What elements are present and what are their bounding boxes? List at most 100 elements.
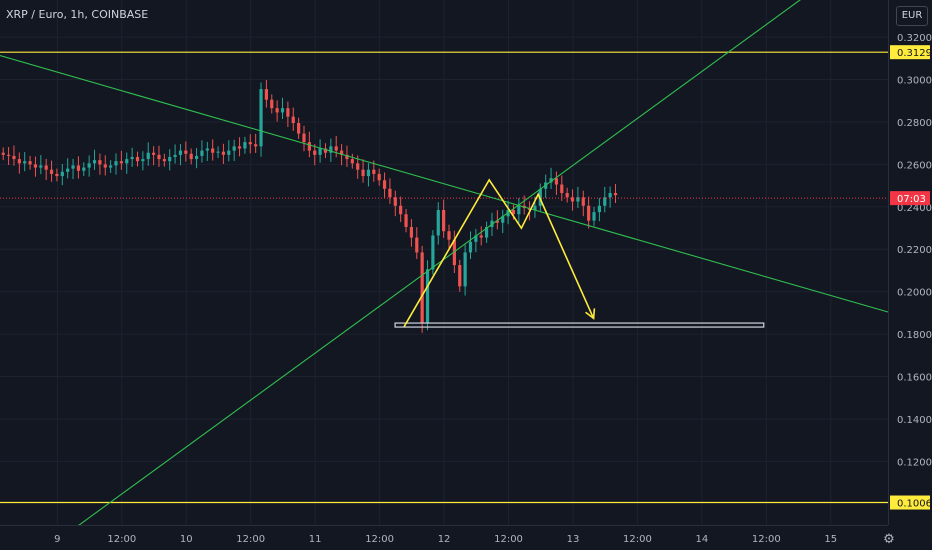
current-price-tag [890, 191, 930, 206]
candle-body [205, 148, 209, 151]
price-tick-label: 0.2600 [897, 160, 932, 171]
candle-body [66, 168, 70, 172]
candle-body [468, 241, 473, 253]
candle-body [334, 146, 338, 151]
price-tick-label: 0.2400 [897, 203, 932, 214]
trend-line[interactable] [0, 55, 889, 313]
candle-body [227, 150, 231, 155]
price-tick-label: 0.1600 [897, 373, 932, 384]
candle-body [194, 155, 199, 160]
price-axis-bg [888, 0, 932, 550]
candle-body [216, 151, 220, 153]
candle-body [49, 169, 54, 174]
candle-body [173, 154, 177, 157]
candle-body [237, 146, 242, 149]
candle-body [597, 205, 601, 213]
price-tick-label: 0.3000 [897, 76, 932, 87]
candle-body [404, 214, 408, 227]
candle-body [297, 123, 301, 134]
candle-body [463, 252, 467, 287]
candle-body [189, 153, 193, 160]
candle-body [286, 108, 290, 117]
candle-body [130, 156, 134, 160]
horizontal-levels[interactable] [0, 51, 888, 504]
candle-body [442, 210, 446, 232]
time-tick-label: 11 [309, 534, 322, 545]
candle-body [178, 150, 183, 155]
level-price-tag[interactable] [890, 45, 930, 60]
candle-body [6, 154, 11, 156]
candle-body [82, 167, 86, 171]
candle-body [356, 163, 360, 170]
candle-body [92, 160, 97, 164]
currency-unit-button[interactable]: EUR [896, 6, 928, 26]
candle-body [592, 212, 596, 221]
candle-body [270, 99, 274, 109]
candle-body [479, 235, 483, 238]
candle-body [307, 142, 311, 151]
gear-icon[interactable]: ⚙ [883, 532, 895, 547]
candle-body [55, 173, 59, 177]
candle-body [23, 161, 27, 164]
candle-body [33, 164, 38, 168]
candle-body [146, 152, 150, 160]
candle-body [613, 193, 618, 196]
projection-drawing[interactable] [394, 178, 765, 328]
candle-body [576, 197, 580, 202]
candle-body [447, 231, 451, 240]
candle-body [565, 193, 569, 198]
trend-lines[interactable] [0, 0, 889, 534]
candle-body [221, 151, 226, 155]
candle-body [39, 165, 43, 168]
candle-body [232, 146, 236, 151]
level-price-label: 0.1006 [897, 499, 932, 510]
candle-body [168, 156, 172, 162]
projection-path[interactable] [403, 178, 595, 328]
candle-body [409, 226, 414, 238]
candle-body [291, 116, 295, 124]
candle-body [275, 108, 279, 113]
candle-body [554, 178, 559, 185]
candle-body [581, 197, 585, 206]
candle-body [87, 163, 91, 168]
candle-body [141, 159, 145, 162]
time-axis[interactable]: 9 12:00 10 12:00 11 12:00 12 12:00 13 12:00 14 12:0… [0, 525, 888, 550]
candle-body [329, 146, 333, 153]
candle-body [570, 197, 575, 202]
candle-body [549, 178, 553, 183]
candle-body [415, 237, 419, 253]
candle-body [436, 210, 440, 236]
price-axis[interactable]: 0.3200 0.3000 0.2800 0.2600 0.2400 0.2200 0.20… [888, 0, 932, 550]
time-tick-label: 12:00 [752, 534, 781, 545]
time-tick-label: 14 [695, 534, 708, 545]
price-tick-label: 0.1400 [897, 415, 932, 426]
candle-body [350, 159, 354, 164]
candle-body [152, 152, 156, 155]
price-tick-label: 0.2000 [897, 288, 932, 299]
candle-body [323, 148, 328, 153]
candle-body [109, 165, 113, 168]
level-price-label: 0.3129 [897, 48, 932, 59]
level-price-tag[interactable] [890, 495, 930, 510]
candle-body [184, 150, 188, 154]
candle-body [458, 265, 462, 287]
candle-body [377, 173, 381, 181]
chart-title: XRP / Euro, 1h, COINBASE [6, 8, 149, 21]
time-tick-label: 10 [180, 534, 193, 545]
candle-body [264, 89, 268, 100]
candle-body [388, 188, 392, 198]
candle-body [318, 148, 322, 155]
projection-arrowhead [585, 308, 596, 320]
candle-body [302, 133, 306, 143]
trend-line[interactable] [67, 0, 823, 534]
candle-body [243, 142, 247, 149]
candle-body [60, 171, 64, 177]
candle-body [135, 156, 140, 162]
time-tick-label: 13 [567, 534, 580, 545]
candles [1, 79, 618, 333]
candle-body [103, 164, 107, 168]
support-box[interactable] [394, 322, 765, 328]
candle-body [259, 89, 263, 147]
candle-body [603, 197, 607, 206]
